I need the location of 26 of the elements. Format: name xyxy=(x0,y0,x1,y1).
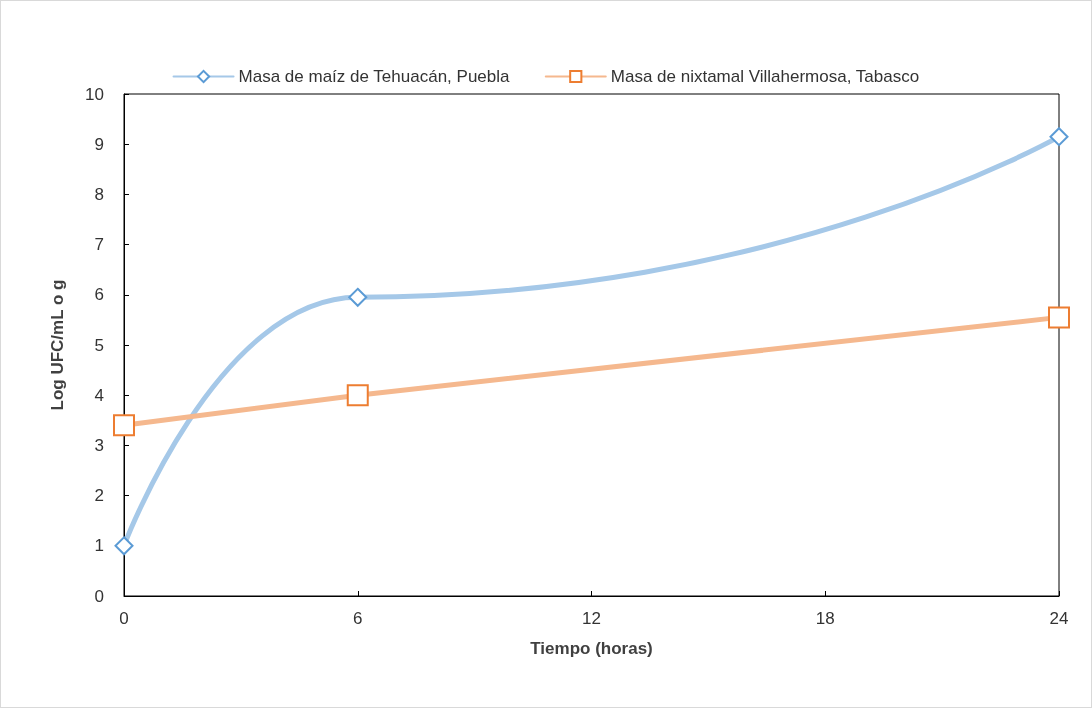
point xyxy=(1049,127,1069,147)
y-tick-label: 0 xyxy=(94,586,104,606)
y-tick-label: 1 xyxy=(94,536,104,556)
y-tick-label: 9 xyxy=(94,134,104,154)
y-tick-label: 10 xyxy=(85,84,104,104)
y-tick-label: 7 xyxy=(94,235,104,255)
x-tick-label: 12 xyxy=(582,609,601,628)
point xyxy=(1048,306,1070,329)
legend-label: Masa de nixtamal Villahermosa, Tabasco xyxy=(610,67,920,86)
point xyxy=(113,414,135,437)
x-tick-label: 24 xyxy=(1049,609,1069,628)
point xyxy=(114,536,134,556)
y-tick-label: 6 xyxy=(94,285,104,305)
legend-label: Masa de maíz de Tehuacán, Puebla xyxy=(238,67,511,86)
x-tick-label: 6 xyxy=(353,609,363,628)
y-tick-label: 8 xyxy=(94,184,104,204)
y-tick-label: 4 xyxy=(94,385,104,405)
x-tick-label: 0 xyxy=(119,609,129,628)
point xyxy=(348,287,368,307)
x-tick-label: 18 xyxy=(815,609,835,628)
y-tick-label: 5 xyxy=(94,335,104,355)
y-tick-label: 2 xyxy=(94,486,104,506)
y-tick-label: 3 xyxy=(94,435,104,455)
x-axis-title: Tiempo (horas) xyxy=(530,639,653,658)
point xyxy=(346,384,369,407)
y-axis-title: Log UFC/mL o g xyxy=(48,279,67,411)
